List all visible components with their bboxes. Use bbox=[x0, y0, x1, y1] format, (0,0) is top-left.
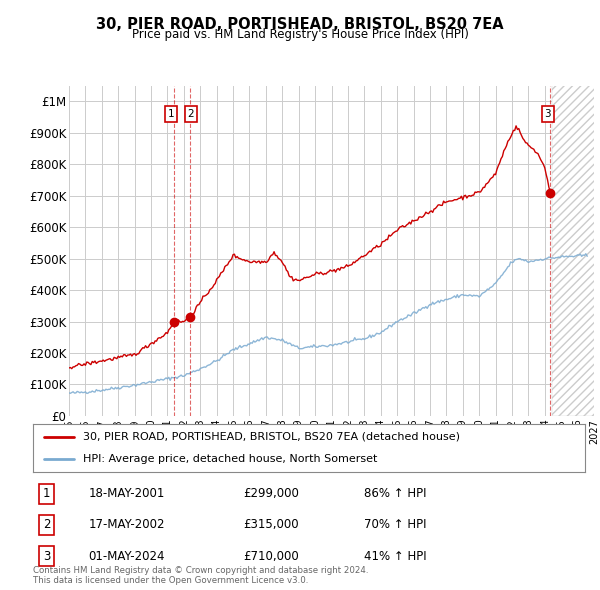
Text: 1: 1 bbox=[43, 487, 50, 500]
Text: 30, PIER ROAD, PORTISHEAD, BRISTOL, BS20 7EA (detached house): 30, PIER ROAD, PORTISHEAD, BRISTOL, BS20… bbox=[83, 432, 460, 442]
Text: HPI: Average price, detached house, North Somerset: HPI: Average price, detached house, Nort… bbox=[83, 454, 377, 464]
Text: £299,000: £299,000 bbox=[243, 487, 299, 500]
Text: £315,000: £315,000 bbox=[243, 519, 298, 532]
Text: 01-MAY-2024: 01-MAY-2024 bbox=[88, 550, 164, 563]
Text: 17-MAY-2002: 17-MAY-2002 bbox=[88, 519, 164, 532]
Text: 41% ↑ HPI: 41% ↑ HPI bbox=[364, 550, 427, 563]
Text: Price paid vs. HM Land Registry's House Price Index (HPI): Price paid vs. HM Land Registry's House … bbox=[131, 28, 469, 41]
Text: This data is licensed under the Open Government Licence v3.0.: This data is licensed under the Open Gov… bbox=[33, 576, 308, 585]
Text: 3: 3 bbox=[544, 109, 551, 119]
Text: £710,000: £710,000 bbox=[243, 550, 299, 563]
Text: 30, PIER ROAD, PORTISHEAD, BRISTOL, BS20 7EA: 30, PIER ROAD, PORTISHEAD, BRISTOL, BS20… bbox=[96, 17, 504, 31]
Text: 2: 2 bbox=[43, 519, 50, 532]
Text: 86% ↑ HPI: 86% ↑ HPI bbox=[364, 487, 427, 500]
Text: Contains HM Land Registry data © Crown copyright and database right 2024.: Contains HM Land Registry data © Crown c… bbox=[33, 566, 368, 575]
Text: 3: 3 bbox=[43, 550, 50, 563]
Text: 18-MAY-2001: 18-MAY-2001 bbox=[88, 487, 164, 500]
Text: 1: 1 bbox=[168, 109, 175, 119]
Text: 2: 2 bbox=[188, 109, 194, 119]
Text: 70% ↑ HPI: 70% ↑ HPI bbox=[364, 519, 427, 532]
